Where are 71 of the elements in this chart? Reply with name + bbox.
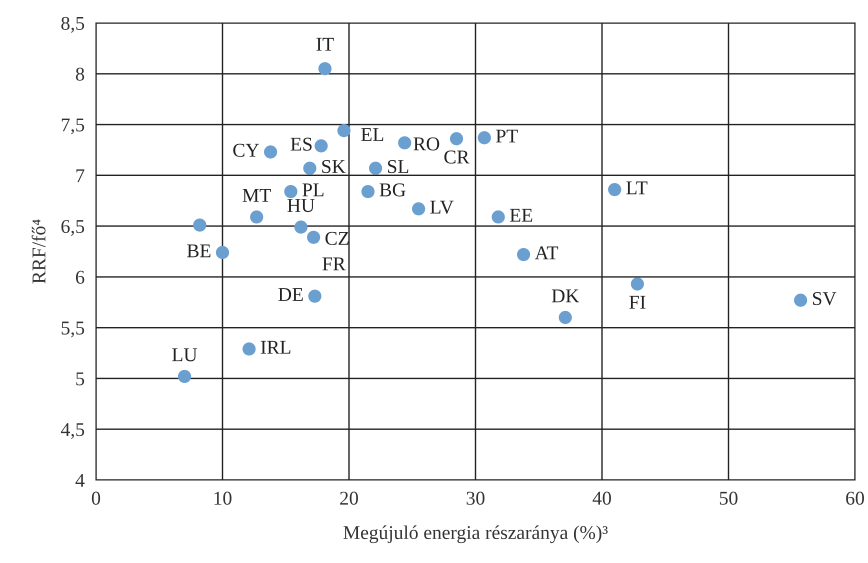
annotation: LV xyxy=(430,200,454,214)
point xyxy=(314,139,328,152)
annotation: CY xyxy=(233,144,259,157)
point xyxy=(264,145,278,159)
annotation: EE xyxy=(510,208,532,222)
y-axis-title: RRF/fő⁴ xyxy=(32,219,46,284)
annotation: FI xyxy=(629,296,646,309)
annotation: PL xyxy=(302,184,324,196)
y-tick-label: 4,5 xyxy=(60,423,84,439)
point xyxy=(794,294,808,307)
point xyxy=(478,131,491,144)
point xyxy=(193,218,206,232)
point xyxy=(306,230,320,244)
y-tick-label: 5 xyxy=(76,372,84,386)
point xyxy=(630,277,644,291)
y-tick-label: 8,5 xyxy=(61,16,84,33)
x-tick-label: 30 xyxy=(466,492,484,505)
annotation: CR xyxy=(444,150,470,164)
annotation: MT xyxy=(242,188,271,202)
point xyxy=(216,246,230,260)
annotation: ES xyxy=(290,138,312,151)
x-tick-label: 50 xyxy=(720,492,738,505)
annotation: LT xyxy=(626,181,648,194)
y-tick-label: 5,5 xyxy=(62,322,84,338)
point xyxy=(178,370,192,383)
annotation: DE xyxy=(278,288,303,301)
x-tick-label: 0 xyxy=(92,492,100,505)
annotation: EL xyxy=(361,128,384,141)
annotation: FR xyxy=(322,257,346,270)
point xyxy=(308,290,322,303)
x-tick-label: 40 xyxy=(592,492,611,505)
annotation: IRL xyxy=(260,340,290,354)
point xyxy=(294,220,308,234)
point xyxy=(361,184,375,198)
annotation: BG xyxy=(380,183,406,196)
point xyxy=(303,162,316,175)
x-tick-label: 20 xyxy=(340,492,358,505)
point xyxy=(398,136,412,150)
annotation: SK xyxy=(322,160,346,174)
annotation: RO xyxy=(414,137,440,150)
y-tick-label: 8 xyxy=(76,68,84,81)
x-tick-label: 10 xyxy=(214,492,232,505)
annotation: LU xyxy=(172,348,198,362)
point xyxy=(284,184,298,198)
annotation: PT xyxy=(496,130,518,142)
point xyxy=(250,210,264,224)
point xyxy=(412,202,426,216)
y-tick-label: 4 xyxy=(76,474,85,487)
point xyxy=(516,248,530,262)
annotation: CZ xyxy=(325,232,348,245)
y-tick-label: 7,5 xyxy=(62,118,84,134)
point xyxy=(368,162,382,175)
annotation: IT xyxy=(316,38,334,51)
annotation: AT xyxy=(534,246,558,260)
y-tick-label: 6 xyxy=(76,270,84,284)
point xyxy=(337,124,351,138)
point xyxy=(242,342,256,356)
x-axis-title: Megújuló energia részaránya (%)³ xyxy=(343,525,608,544)
annotation: SV xyxy=(813,292,836,306)
annotation: HU xyxy=(287,199,315,212)
point xyxy=(558,310,572,324)
point xyxy=(450,132,464,146)
x-tick-label: 60 xyxy=(846,492,864,505)
y-tick-label: 7 xyxy=(76,169,84,182)
annotation: DK xyxy=(552,290,580,302)
y-tick-label: 6,5 xyxy=(61,220,84,236)
point xyxy=(608,182,622,196)
annotation: SL xyxy=(388,160,408,174)
annotation: BE xyxy=(187,244,210,258)
point xyxy=(492,210,505,224)
point xyxy=(318,62,332,76)
